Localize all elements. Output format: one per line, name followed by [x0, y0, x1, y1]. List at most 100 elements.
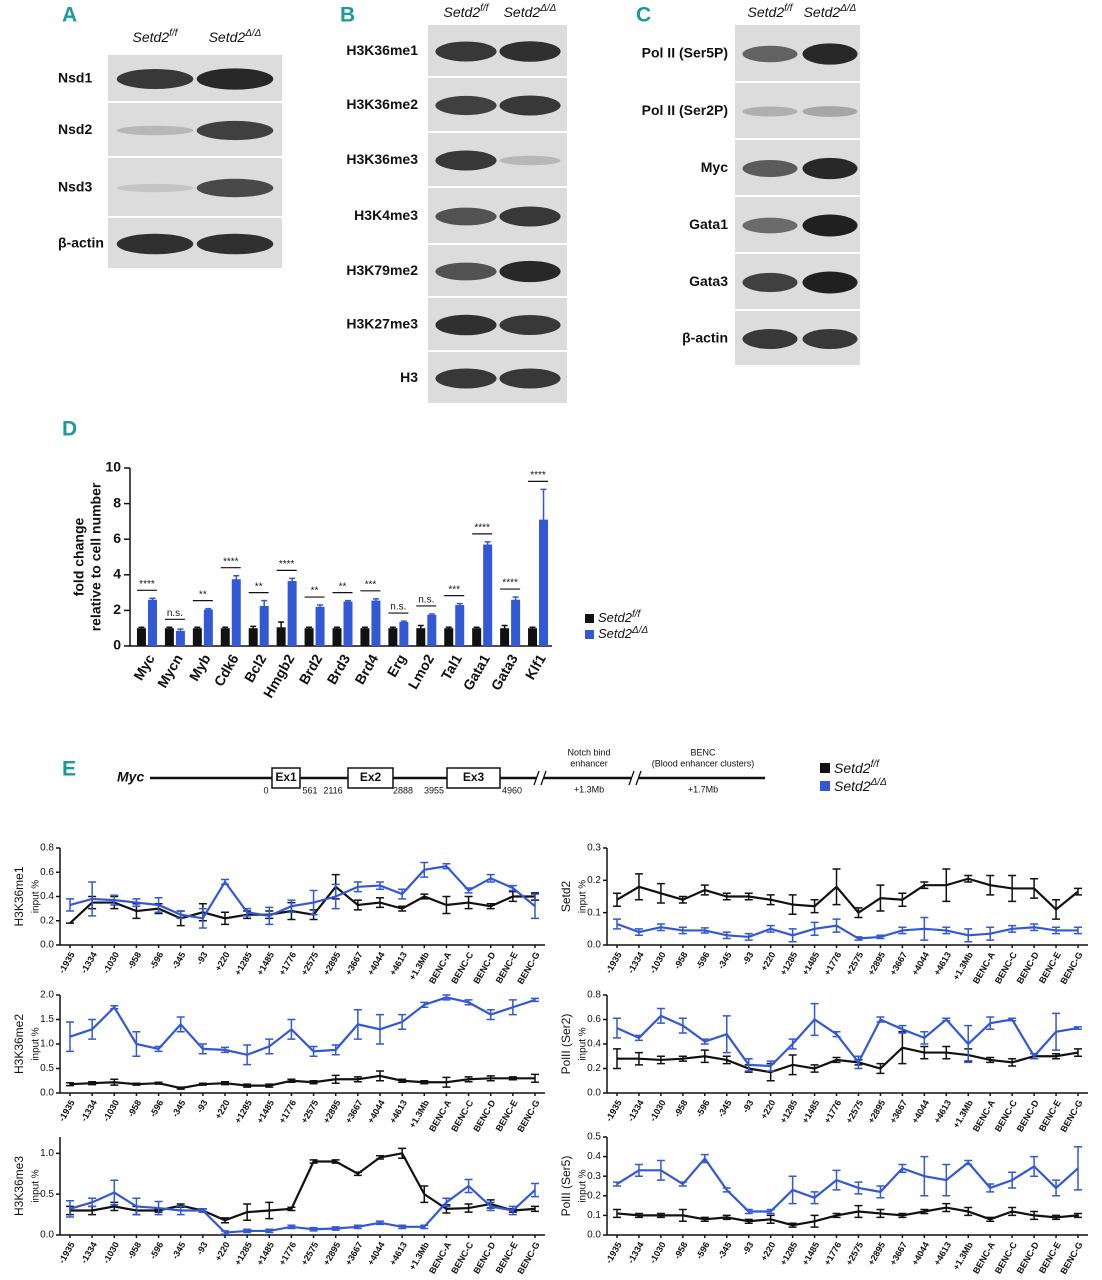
x-tick-label: +220: [759, 1240, 778, 1263]
y-tick-label: 0.0: [40, 940, 54, 951]
error-bar: [309, 1080, 318, 1085]
bar: [315, 606, 325, 646]
blot-band: [499, 260, 561, 283]
error-bar: [788, 1038, 797, 1050]
blot-band: [435, 314, 497, 336]
error-bar: [222, 626, 229, 630]
blot-band: [742, 329, 798, 349]
bar: [427, 614, 437, 646]
error-bar: [634, 1212, 643, 1219]
error-bar: [331, 1074, 340, 1084]
series-line: [70, 1152, 536, 1222]
error-bar: [198, 1082, 207, 1086]
error-bar: [221, 1080, 229, 1086]
error-bar: [678, 1055, 687, 1062]
error-bar: [278, 621, 285, 633]
x-tick-label: -345: [170, 1098, 188, 1119]
error-bar: [420, 1185, 429, 1204]
panel-label: E: [62, 758, 76, 781]
error-bar: [243, 1044, 252, 1066]
error-bar: [372, 598, 379, 603]
genotype-superscript: Δ/Δ: [870, 777, 887, 788]
blot-band: [116, 183, 194, 193]
genotype-superscript: f/f: [480, 3, 490, 14]
error-bar: [788, 1222, 797, 1228]
coordinate-label: 2888: [393, 785, 413, 795]
coordinate-label: 561: [302, 785, 317, 795]
error-bar: [678, 926, 687, 935]
blot-band: [435, 368, 497, 389]
bar: [444, 628, 454, 646]
x-tick-label: Lmo2: [405, 651, 438, 692]
x-tick-label: -596: [694, 1240, 712, 1261]
error-bar: [1052, 1179, 1061, 1197]
genotype-superscript: f/f: [632, 609, 642, 620]
error-bar: [531, 1073, 539, 1083]
error-bar: [942, 1045, 951, 1060]
error-bar: [420, 1001, 429, 1008]
error-bar: [1074, 926, 1082, 935]
error-bar: [149, 597, 156, 602]
blot-row-label: H3: [400, 369, 418, 385]
error-bar: [1074, 1146, 1082, 1191]
genotype-superscript: f/f: [784, 3, 794, 14]
error-bar: [531, 997, 539, 1003]
error-bar: [1008, 1206, 1017, 1217]
error-bar: [486, 1075, 495, 1082]
error-bar: [766, 1060, 775, 1072]
error-bar: [154, 896, 163, 914]
blot-row-label: β-actin: [58, 235, 104, 251]
error-bar: [656, 1007, 665, 1024]
legend-swatch: [585, 630, 594, 639]
blot-band: [742, 217, 798, 234]
x-tick-label: +2895: [321, 950, 342, 977]
series-line: [617, 1046, 1079, 1074]
x-tick-label: +1285: [233, 1098, 254, 1125]
error-bar: [205, 607, 212, 611]
x-tick-label: +1776: [277, 1240, 298, 1267]
error-bar: [964, 1024, 973, 1064]
error-bar: [221, 1217, 229, 1224]
significance-label: n.s.: [167, 608, 183, 619]
x-tick-label: -345: [716, 950, 734, 971]
y-axis-title: PolII (Ser2): [559, 1014, 573, 1075]
error-bar: [88, 1197, 97, 1208]
error-bar: [138, 626, 145, 630]
y-tick-label: 0.8: [40, 843, 54, 854]
error-bar: [920, 1155, 929, 1197]
error-bar: [353, 1171, 362, 1177]
error-bar: [166, 626, 173, 630]
x-tick-label: -1935: [604, 1240, 624, 1265]
bar: [371, 600, 381, 646]
error-bar: [766, 1214, 775, 1224]
bar: [147, 599, 157, 646]
bar: [343, 601, 353, 646]
blot-band: [116, 233, 194, 255]
error-bar: [656, 1159, 665, 1181]
error-bar: [613, 1208, 621, 1219]
x-tick-label: +4613: [932, 1240, 953, 1267]
error-bar: [832, 1056, 841, 1064]
x-tick-label: -1935: [604, 1098, 624, 1123]
y-axis-title: input %: [31, 1027, 42, 1060]
x-tick-label: -1334: [626, 950, 646, 975]
y-tick-label: 0.1: [587, 907, 601, 918]
error-bar: [243, 1203, 252, 1222]
error-bar: [361, 626, 368, 630]
error-bar: [744, 1218, 753, 1224]
y-axis-title: Setd2: [559, 880, 573, 912]
x-tick-label: -93: [740, 1240, 755, 1256]
genotype-label: Setd2Δ/Δ: [504, 3, 557, 20]
error-bar: [722, 931, 731, 940]
x-tick-label: -1935: [57, 950, 77, 975]
series-line: [616, 1206, 1079, 1227]
blot-row-label: H3K36me2: [346, 96, 418, 112]
significance-label: n.s.: [390, 602, 406, 613]
x-tick-label: +4044: [910, 950, 931, 977]
y-tick-label: 2: [113, 601, 121, 617]
error-bar: [898, 892, 907, 907]
error-bar: [1074, 887, 1082, 896]
genotype-name: Setd2: [444, 4, 481, 20]
y-tick-label: 6: [113, 530, 121, 546]
error-bar: [920, 1045, 929, 1060]
